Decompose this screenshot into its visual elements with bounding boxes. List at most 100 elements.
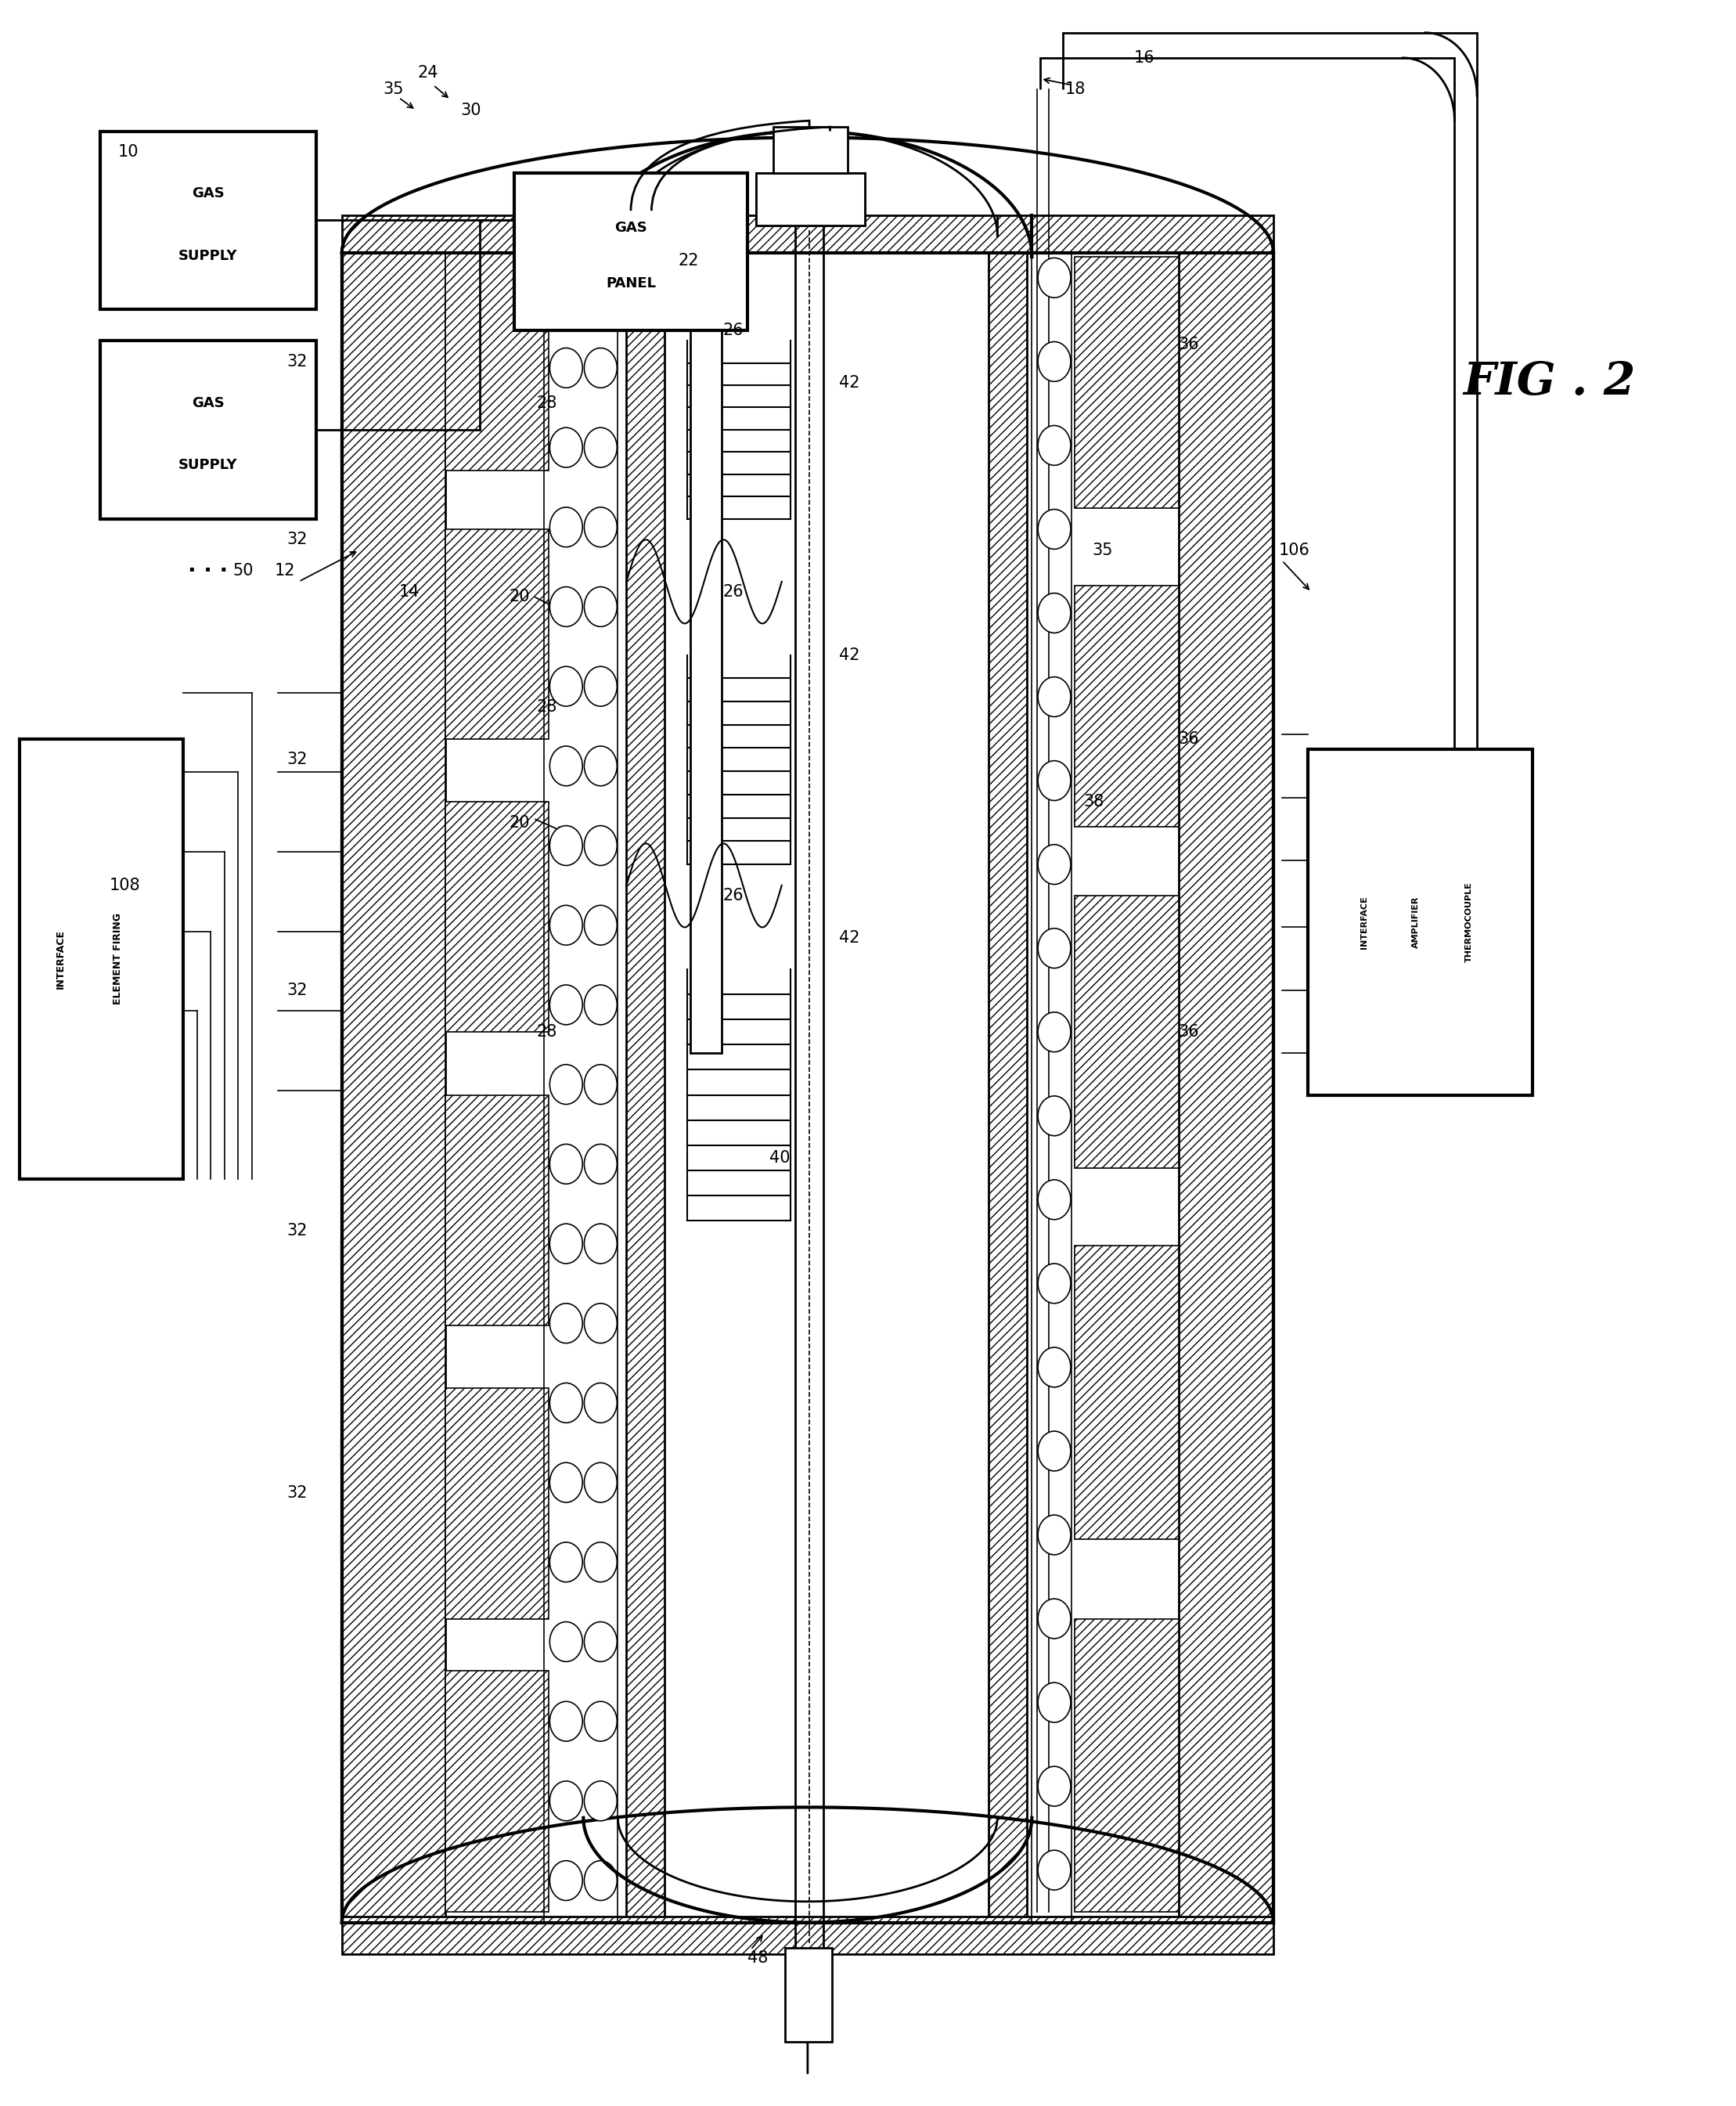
Text: SUPPLY: SUPPLY [179, 249, 238, 263]
Circle shape [1038, 1264, 1071, 1304]
Text: 42: 42 [838, 647, 859, 663]
Circle shape [585, 1304, 616, 1344]
Circle shape [585, 508, 616, 548]
Text: 12: 12 [274, 562, 295, 579]
Circle shape [550, 906, 583, 946]
Circle shape [1038, 676, 1071, 716]
Text: 36: 36 [1179, 337, 1200, 352]
Bar [101, 341, 316, 518]
Circle shape [550, 1622, 583, 1662]
Text: 48: 48 [746, 1950, 767, 1965]
Circle shape [585, 826, 616, 866]
Circle shape [585, 267, 616, 307]
Bar [101, 131, 316, 310]
Bar [691, 257, 722, 1053]
Text: AMPLIFIER: AMPLIFIER [1411, 895, 1420, 948]
Circle shape [550, 1144, 583, 1184]
Bar [19, 739, 182, 1179]
Bar [1075, 1247, 1179, 1539]
Text: 32: 32 [286, 354, 307, 369]
Circle shape [585, 1542, 616, 1582]
Text: GAS: GAS [191, 396, 224, 411]
Text: 32: 32 [286, 981, 307, 998]
Circle shape [550, 1702, 583, 1742]
Text: 106: 106 [1279, 543, 1309, 558]
Text: 42: 42 [838, 931, 859, 946]
Text: 36: 36 [1179, 1024, 1200, 1040]
Text: 26: 26 [724, 322, 745, 337]
Text: PANEL: PANEL [606, 276, 656, 291]
Text: 42: 42 [838, 375, 859, 390]
Circle shape [550, 1862, 583, 1900]
Bar [342, 246, 446, 1923]
Circle shape [550, 746, 583, 786]
Circle shape [550, 1224, 583, 1264]
Bar [446, 1670, 549, 1912]
Circle shape [585, 428, 616, 468]
Text: 24: 24 [418, 65, 439, 80]
Circle shape [585, 1782, 616, 1822]
Circle shape [1038, 929, 1071, 969]
Circle shape [550, 1542, 583, 1582]
Text: 32: 32 [286, 533, 307, 548]
Bar [342, 215, 1274, 253]
Text: · · ·: · · · [187, 560, 227, 581]
Bar [785, 1948, 832, 2043]
Circle shape [1038, 1851, 1071, 1889]
Bar [1075, 585, 1179, 828]
Circle shape [550, 665, 583, 706]
Circle shape [550, 1462, 583, 1502]
Circle shape [550, 347, 583, 388]
Text: 14: 14 [399, 583, 420, 600]
Text: 32: 32 [286, 1224, 307, 1238]
Circle shape [585, 1622, 616, 1662]
Text: GAS: GAS [191, 187, 224, 200]
Circle shape [585, 1224, 616, 1264]
Circle shape [550, 826, 583, 866]
Circle shape [1038, 1179, 1071, 1219]
Text: 18: 18 [1064, 82, 1085, 97]
Text: 28: 28 [536, 1024, 557, 1040]
Circle shape [585, 1702, 616, 1742]
Text: 26: 26 [724, 889, 745, 903]
Circle shape [1038, 1432, 1071, 1470]
Circle shape [550, 267, 583, 307]
Circle shape [1038, 1095, 1071, 1135]
Circle shape [585, 588, 616, 628]
Text: 10: 10 [118, 145, 139, 160]
Text: 36: 36 [1179, 731, 1200, 746]
Circle shape [585, 347, 616, 388]
Circle shape [550, 1304, 583, 1344]
Circle shape [1038, 1598, 1071, 1638]
Circle shape [550, 986, 583, 1026]
Bar [773, 126, 847, 173]
Text: 26: 26 [724, 583, 745, 600]
Circle shape [585, 1462, 616, 1502]
Text: 28: 28 [536, 699, 557, 716]
Text: INTERFACE: INTERFACE [56, 929, 66, 988]
Text: 40: 40 [769, 1150, 790, 1165]
Circle shape [1038, 1514, 1071, 1554]
Circle shape [585, 1064, 616, 1104]
Bar [342, 1916, 1274, 1954]
Bar [446, 802, 549, 1032]
Circle shape [1038, 1683, 1071, 1723]
Bar [1179, 246, 1274, 1923]
Bar [1075, 895, 1179, 1169]
Text: SUPPLY: SUPPLY [179, 459, 238, 472]
Circle shape [585, 986, 616, 1026]
Bar [446, 529, 549, 739]
Text: 20: 20 [509, 588, 529, 604]
Text: 108: 108 [109, 878, 141, 893]
Circle shape [585, 1384, 616, 1424]
Bar [627, 246, 665, 1923]
Text: 38: 38 [1083, 794, 1104, 809]
Bar [1075, 257, 1179, 508]
Circle shape [550, 508, 583, 548]
Text: THERMOCOUPLE: THERMOCOUPLE [1465, 882, 1474, 962]
Circle shape [1038, 594, 1071, 634]
Bar [755, 173, 865, 225]
Text: 32: 32 [286, 1485, 307, 1502]
Circle shape [550, 1064, 583, 1104]
Circle shape [1038, 760, 1071, 800]
